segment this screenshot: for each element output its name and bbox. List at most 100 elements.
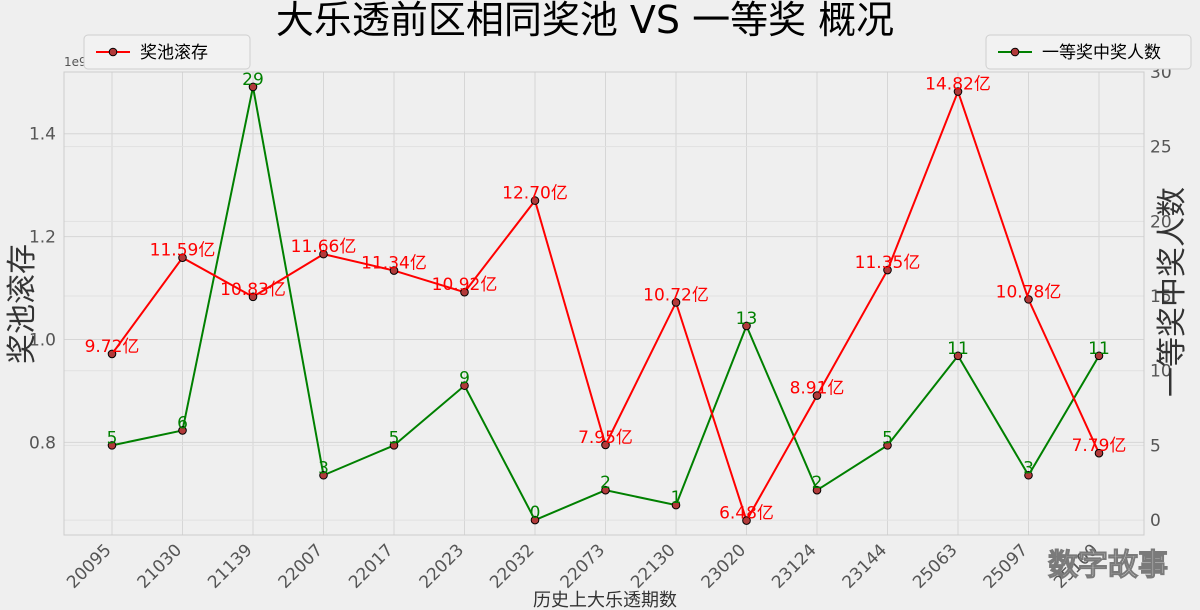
data-point [883,441,892,450]
data-point [1094,448,1104,458]
x-tick-label: 22023 [416,540,468,592]
data-point [742,321,751,331]
y-right-tick-label: 0 [1150,511,1161,531]
y-left-axis-label: 奖池滚存 [5,244,40,364]
x-tick-label: 22017 [345,540,397,592]
data-label: 5 [389,428,400,448]
data-point [460,381,469,390]
data-label: 11 [1088,339,1110,359]
y-left-exponent-label: 1e9 [64,55,87,69]
data-point [178,253,187,263]
y-left-tick-label: 1.2 [29,228,56,248]
data-point [319,470,328,480]
data-point [601,440,610,450]
y-left-tick-label: 1.4 [29,125,56,145]
data-label: 8.91亿 [790,379,845,399]
data-point [530,196,540,205]
data-label: 2 [812,473,823,493]
x-tick-label: 22032 [486,540,538,592]
data-label: 3 [1023,458,1034,478]
y-right-tick-label: 10 [1150,362,1172,382]
legend-right: 一等奖中奖人数 [985,34,1192,70]
x-tick-label: 22007 [275,540,327,592]
data-label: 10.92亿 [432,275,498,295]
legend-right-label: 一等奖中奖人数 [1042,43,1161,63]
data-point [1094,351,1104,361]
data-label: 1 [671,488,682,508]
data-point [812,391,822,400]
data-point [389,441,399,450]
x-tick-label: 22073 [557,540,609,592]
plot-area [63,71,1145,536]
data-point [953,87,963,96]
data-point [460,287,469,297]
y-left-tick-label: 1.0 [29,331,56,351]
data-label: 10.78亿 [996,282,1062,302]
x-tick-label: 21030 [134,540,186,592]
data-label: 9 [459,369,470,389]
data-point [601,485,610,495]
data-point [1024,470,1033,480]
data-label: 0 [530,503,541,523]
x-tick-label: 25097 [980,540,1032,592]
data-label: 5 [882,428,893,448]
legend-left-marker [108,47,118,57]
data-point [883,265,892,275]
data-label: 7.79亿 [1072,436,1127,456]
data-label: 13 [736,309,758,329]
x-tick-label: 20095 [63,540,115,592]
data-point [178,426,187,435]
data-label: 11.34亿 [361,254,427,274]
chart-title: 大乐透前区相同奖池 VS 一等奖 概况 [276,0,894,42]
data-label: 11.66亿 [291,237,357,257]
data-label: 6 [177,413,188,433]
y-right-tick-label: 25 [1150,138,1172,158]
y-left-tick-label: 0.8 [29,433,56,453]
x-tick-label: 23020 [698,540,750,592]
x-tick-label: 21139 [204,540,256,592]
x-tick-label: 22130 [627,540,679,592]
y-right-tick-label: 5 [1150,436,1161,456]
watermark-text: 数字故事 [1048,548,1168,583]
legend-left-label: 奖池滚存 [140,43,208,63]
data-point [742,516,751,525]
legend-right-marker [1010,47,1020,57]
data-label: 14.82亿 [925,75,991,95]
x-axis-label: 历史上大乐透期数 [533,590,677,610]
data-point [530,515,540,525]
y-right-tick-label: 15 [1150,287,1172,307]
legend-left-box [83,34,251,70]
data-label: 11.59亿 [150,241,216,261]
data-point [389,266,399,275]
data-point [248,292,258,302]
data-label: 10.72亿 [643,285,709,305]
data-label: 12.70亿 [502,184,568,204]
data-point [1024,295,1033,304]
data-label: 6.48亿 [719,504,774,524]
data-label: 11 [947,339,969,359]
data-point [248,82,258,92]
x-tick-label: 25063 [909,540,961,592]
legend-right-box [985,34,1192,70]
legend-left: 奖池滚存 [83,34,251,70]
data-label: 7.95亿 [578,428,633,448]
data-label: 2 [600,473,611,493]
data-point [107,349,117,359]
data-point [953,351,963,361]
data-label: 10.83亿 [220,280,286,300]
data-point [671,298,681,307]
y-right-tick-label: 20 [1150,212,1172,232]
x-tick-label: 23144 [839,540,891,592]
data-point [671,500,681,510]
series-layer: 56293590211325113119.72亿11.59亿10.83亿11.6… [85,70,1127,525]
data-point [319,249,328,259]
data-label: 9.72亿 [85,337,140,357]
data-label: 5 [107,428,118,448]
data-label: 3 [318,458,329,478]
data-point [107,441,117,450]
grid-lines [64,71,1144,535]
data-label: 29 [242,70,264,90]
axis-ticks: 20095 21030 21139 22007 22017 22023 22032 22073… [29,63,1172,593]
y-right-axis-label: 一等奖中奖人数 [1155,187,1190,397]
